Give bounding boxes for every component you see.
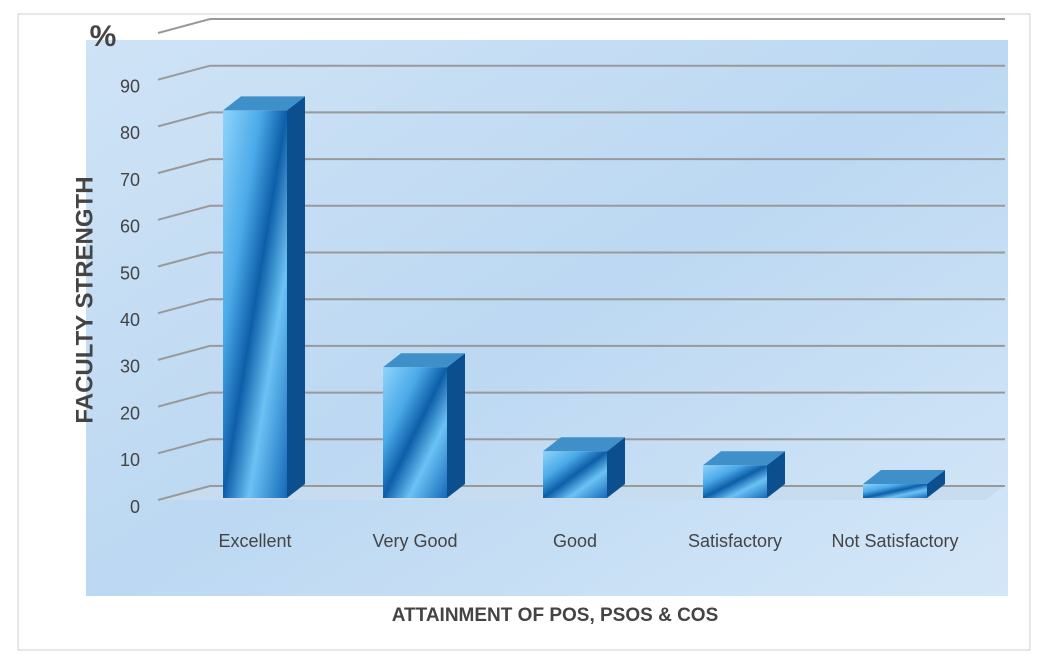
bar-top xyxy=(703,451,785,466)
grid-line xyxy=(157,204,1005,221)
y-tick-label: 50 xyxy=(120,263,140,283)
grid-line xyxy=(157,438,1005,455)
x-tick-label: Very Good xyxy=(372,531,457,551)
bar-side xyxy=(767,451,785,498)
bar-top xyxy=(543,437,625,452)
bar-side xyxy=(927,469,945,498)
y-tick-label: 20 xyxy=(120,403,140,423)
grid-line xyxy=(157,391,1005,408)
y-tick-label: 80 xyxy=(120,123,140,143)
y-tick-label: 90 xyxy=(120,76,140,96)
y-tick-label: 30 xyxy=(120,357,140,377)
x-axis-title: ATTAINMENT OF POS, PSOS & COS xyxy=(392,605,719,626)
y-tick-label: 60 xyxy=(120,217,140,237)
bar xyxy=(543,451,607,498)
grid-line xyxy=(157,344,1005,361)
y-tick-label: 0 xyxy=(130,497,140,517)
bar-side xyxy=(287,96,305,498)
bar xyxy=(863,483,927,498)
y-tick-label: 10 xyxy=(120,450,140,470)
grid-line xyxy=(157,64,1005,81)
x-tick-label: Excellent xyxy=(218,531,291,551)
bar-top xyxy=(223,96,305,111)
grid-line xyxy=(157,298,1005,315)
bar-side xyxy=(607,437,625,498)
x-tick-label: Not Satisfactory xyxy=(831,531,958,551)
bar-top xyxy=(383,353,465,368)
grid-line xyxy=(157,111,1005,128)
x-tick-label: Satisfactory xyxy=(688,531,782,551)
y-axis-title: FACULTY STRENGTH xyxy=(71,176,98,423)
bar-top xyxy=(863,469,945,484)
y-tick-label: 70 xyxy=(120,170,140,190)
unit-label: % xyxy=(90,20,117,53)
grid-line xyxy=(157,158,1005,175)
grid-line-top xyxy=(157,18,1005,34)
grid-line xyxy=(157,251,1005,268)
x-tick-label: Good xyxy=(553,531,597,551)
bar-side xyxy=(447,353,465,498)
bar xyxy=(703,465,767,498)
bar xyxy=(383,367,447,498)
bar xyxy=(223,110,287,498)
y-tick-label: 40 xyxy=(120,310,140,330)
